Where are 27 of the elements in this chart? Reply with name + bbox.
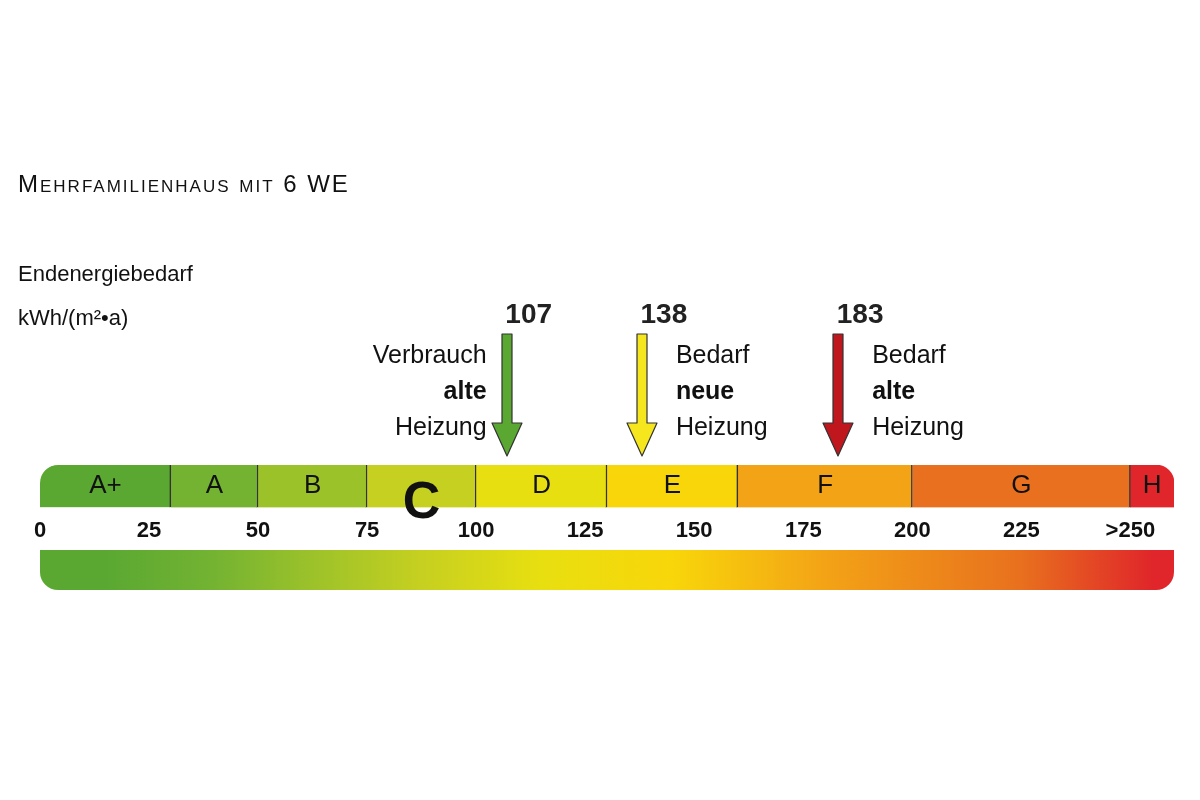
x-tick-label: 150 [675, 516, 713, 542]
x-tick-label: 125 [566, 516, 604, 542]
series-label: F [817, 469, 834, 500]
x-tick-label: 175 [784, 516, 822, 542]
x-tick-label: 50 [245, 516, 271, 542]
x-tick-label: 25 [136, 516, 162, 542]
x-tick-label: 75 [354, 516, 380, 542]
series-label: E [663, 469, 682, 500]
ref-line-label: 183 [836, 298, 884, 329]
x-tick-label: 0 [33, 516, 47, 542]
annotation: Bedarf alte Heizung [872, 340, 964, 440]
series-label: H [1142, 469, 1162, 500]
annotation: Bedarf neue Heizung [675, 340, 768, 440]
annotation: Verbrauch alte Heizung [372, 340, 487, 440]
series-label: D [532, 469, 551, 500]
ref-line-label: 107 [505, 298, 553, 329]
x-tick-label: 100 [457, 516, 495, 542]
text: Endenergiebedarf kWh/(m²•a) [18, 260, 193, 332]
x-tick-label: >250 [1105, 516, 1156, 542]
series-label: A+ [89, 469, 122, 500]
series-label: B [303, 469, 322, 500]
ref-line-label: 138 [640, 298, 688, 329]
series-label: A [205, 469, 224, 500]
chart-title: Mehrfamilienhaus mit 6 WE [18, 170, 350, 198]
series-label: G [1011, 469, 1032, 500]
x-tick-label: 225 [1002, 516, 1040, 542]
x-tick-label: 200 [893, 516, 931, 542]
